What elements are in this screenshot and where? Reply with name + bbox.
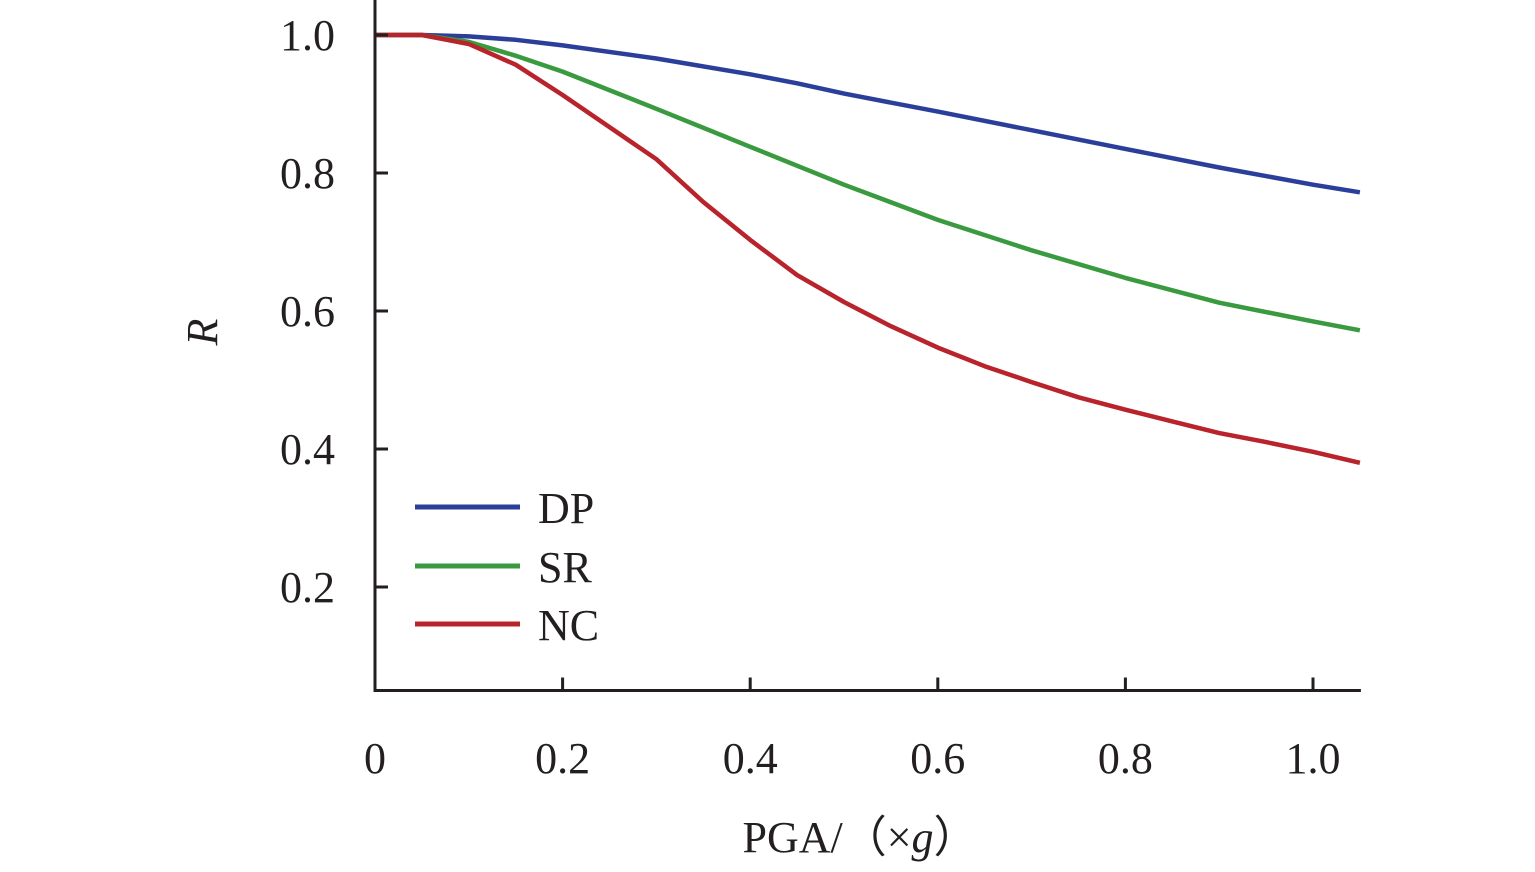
x-tick-label: 0.4 <box>723 734 778 783</box>
series-line-sr <box>375 35 1360 330</box>
x-axis-title: PGA/（×g） <box>742 813 977 862</box>
x-axis-title-main: PGA/（× <box>742 813 911 862</box>
y-tick-label: 0.4 <box>280 425 335 474</box>
y-axis-title: R <box>178 318 227 346</box>
y-tick-label: 0.6 <box>280 287 335 336</box>
x-axis-title-close: ） <box>934 813 978 862</box>
ticks-layer: 0 0.2 0.4 0.6 0.8 1.0 0.2 0.4 0.6 0.8 1.0 <box>280 11 1341 783</box>
x-axis-title-italic: g <box>912 813 934 862</box>
legend-label-dp: DP <box>538 484 594 533</box>
y-tick-label: 1.0 <box>280 11 335 60</box>
x-tick-label: 0 <box>364 734 386 783</box>
series-layer <box>375 35 1360 463</box>
x-tick-label: 1.0 <box>1286 734 1341 783</box>
legend: DP SR NC <box>415 484 599 650</box>
y-tick-label: 0.8 <box>280 149 335 198</box>
x-tick-label: 0.8 <box>1098 734 1153 783</box>
y-tick-label: 0.2 <box>280 563 335 612</box>
x-tick-label: 0.6 <box>910 734 965 783</box>
legend-label-nc: NC <box>538 601 599 650</box>
x-tick-label: 0.2 <box>535 734 590 783</box>
legend-label-sr: SR <box>538 543 592 592</box>
